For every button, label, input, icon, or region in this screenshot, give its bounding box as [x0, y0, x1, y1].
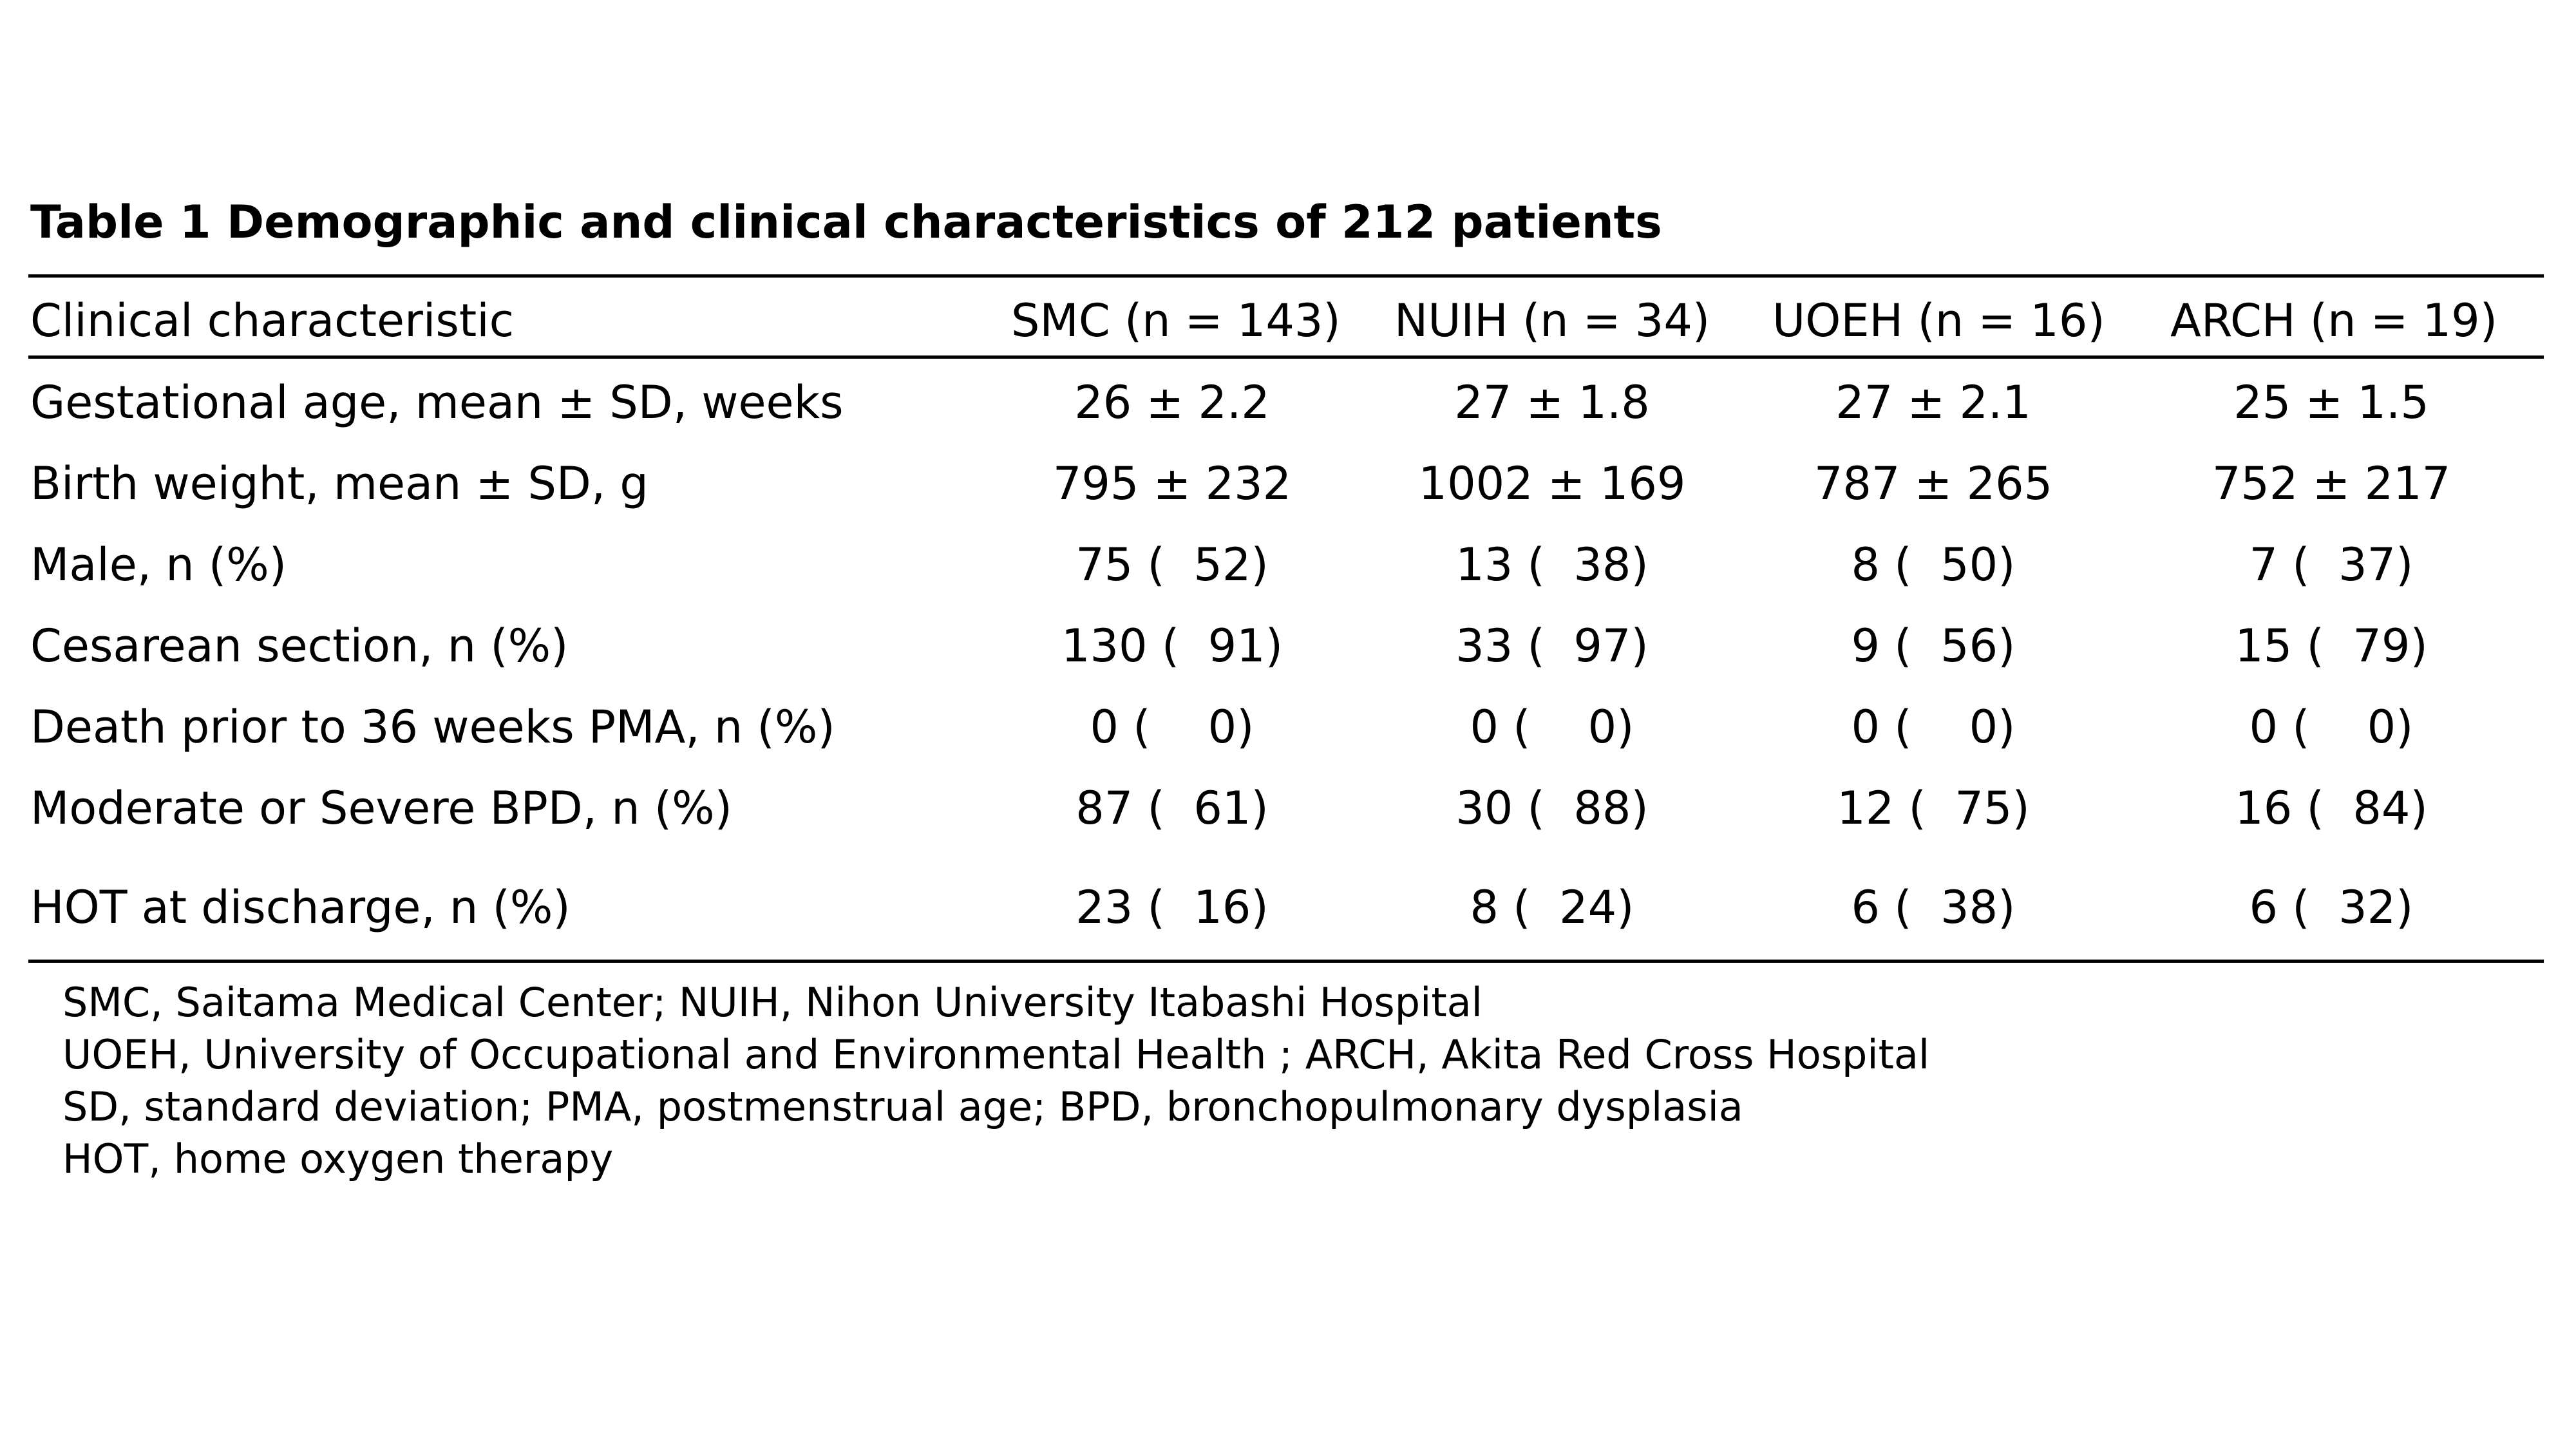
table-cell: 23 ( 16): [1075, 881, 1269, 934]
table-cell: 0 ( 0): [1090, 701, 1255, 753]
column-header-characteristic: Clinical characteristic: [30, 294, 515, 347]
table-top-rule: [28, 274, 2544, 278]
column-header-nuih: NUIH (n = 34): [1394, 294, 1710, 347]
table-footnotes: SMC, Saitama Medical Center; NUIH, Nihon…: [62, 976, 1929, 1185]
row-label-cesarean-section: Cesarean section, n (%): [30, 620, 569, 672]
table-cell: 87 ( 61): [1075, 782, 1269, 835]
footnote: SMC, Saitama Medical Center; NUIH, Nihon…: [62, 979, 1482, 1026]
table-cell: 26 ± 2.2: [1074, 376, 1270, 429]
footnote: SD, standard deviation; PMA, postmenstru…: [62, 1083, 1743, 1130]
table-cell: 6 ( 38): [1851, 881, 2016, 934]
row-label-death-prior: Death prior to 36 weeks PMA, n (%): [30, 701, 835, 753]
table-cell: 130 ( 91): [1061, 620, 1283, 672]
footnote: HOT, home oxygen therapy: [62, 1135, 614, 1182]
table-cell: 30 ( 88): [1455, 782, 1649, 835]
table-cell: 27 ± 1.8: [1454, 376, 1650, 429]
table-cell: 33 ( 97): [1455, 620, 1649, 672]
row-label-birth-weight: Birth weight, mean ± SD, g: [30, 457, 649, 510]
table-cell: 0 ( 0): [1851, 701, 2016, 753]
table-cell: 16 ( 84): [2235, 782, 2428, 835]
row-label-bpd: Moderate or Severe BPD, n (%): [30, 782, 732, 835]
table-cell: 25 ± 1.5: [2233, 376, 2429, 429]
table-cell: 1002 ± 169: [1418, 457, 1686, 510]
table-cell: 9 ( 56): [1851, 620, 2016, 672]
column-header-arch: ARCH (n = 19): [2170, 294, 2498, 347]
column-header-uoeh: UOEH (n = 16): [1772, 294, 2105, 347]
table-cell: 12 ( 75): [1837, 782, 2030, 835]
row-label-hot-at-discharge: HOT at discharge, n (%): [30, 881, 571, 934]
table-cell: 0 ( 0): [2249, 701, 2414, 753]
footnote: UOEH, University of Occupational and Env…: [62, 1031, 1930, 1078]
table-cell: 6 ( 32): [2249, 881, 2414, 934]
header-rule: [28, 355, 2544, 359]
table-cell: 752 ± 217: [2211, 457, 2451, 510]
table-cell: 27 ± 2.1: [1835, 376, 2031, 429]
table-cell: 75 ( 52): [1075, 538, 1269, 591]
table-bottom-rule: [28, 960, 2544, 963]
row-label-male: Male, n (%): [30, 538, 287, 591]
table-cell: 0 ( 0): [1470, 701, 1634, 753]
table-cell: 13 ( 38): [1455, 538, 1649, 591]
column-header-smc: SMC (n = 143): [1011, 294, 1341, 347]
table-cell: 15 ( 79): [2235, 620, 2428, 672]
table-cell: 795 ± 232: [1052, 457, 1292, 510]
row-label-gestational-age: Gestational age, mean ± SD, weeks: [30, 376, 844, 429]
table-cell: 8 ( 24): [1470, 881, 1634, 934]
table-cell: 7 ( 37): [2249, 538, 2414, 591]
table-cell: 787 ± 265: [1814, 457, 2053, 510]
table-title: Table 1 Demographic and clinical charact…: [30, 196, 1662, 249]
table-cell: 8 ( 50): [1851, 538, 2016, 591]
